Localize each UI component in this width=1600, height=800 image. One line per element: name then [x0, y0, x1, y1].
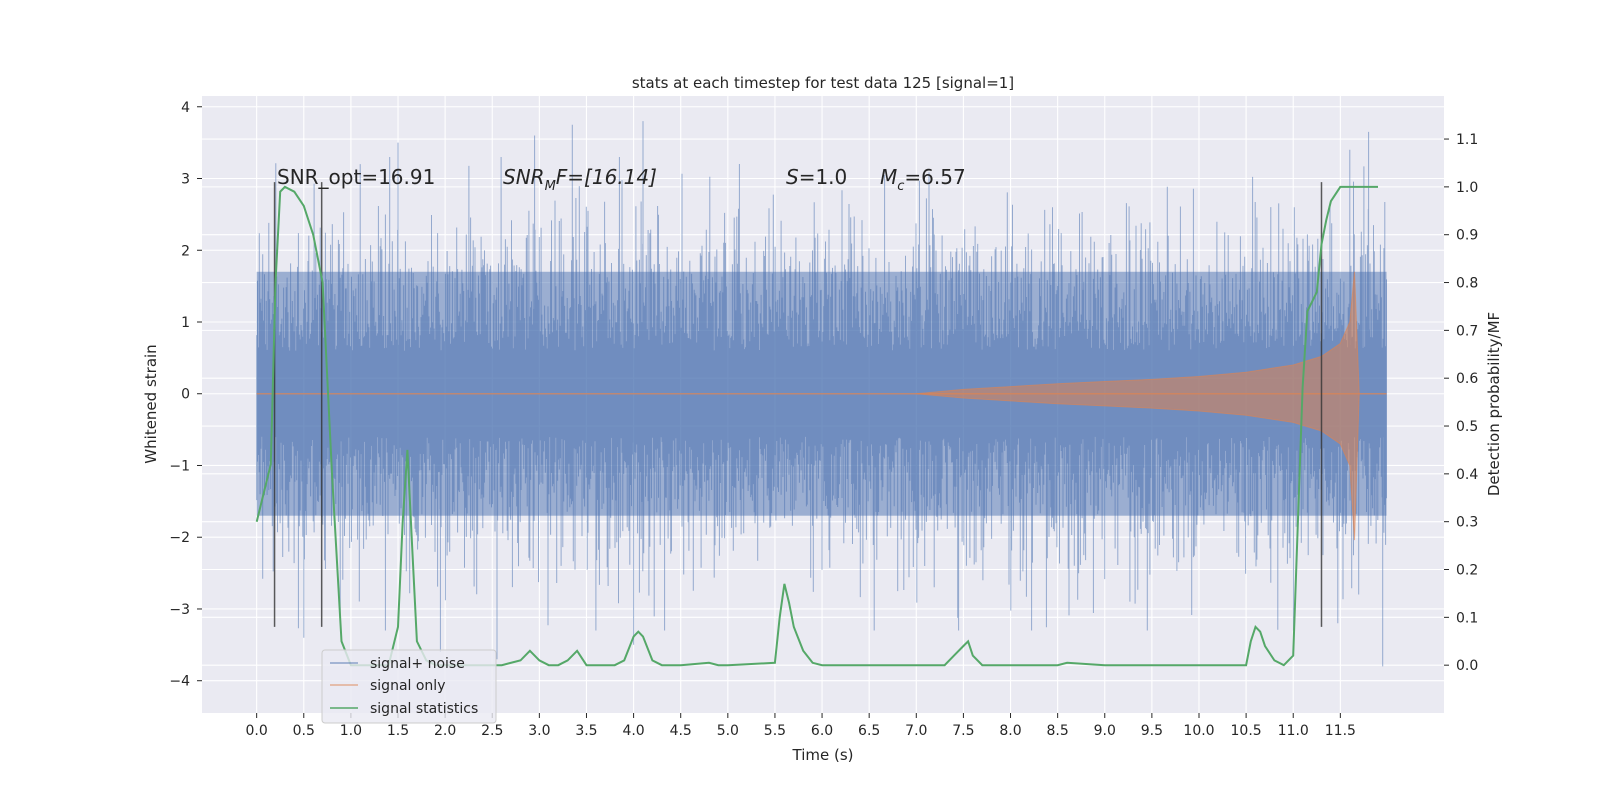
y2-axis-label: Detection probability/MF — [1485, 312, 1503, 496]
y2-tick-label: 0.3 — [1456, 515, 1478, 531]
y-tick-label: 3 — [181, 172, 190, 188]
x-tick-label: 5.0 — [717, 723, 739, 739]
s-value: =1.0 — [799, 165, 848, 189]
mc-sub: c — [897, 179, 904, 194]
x-tick-label: 4.0 — [622, 723, 644, 739]
x-axis-label: Time (s) — [792, 746, 854, 764]
y2-tick-label: 0.7 — [1456, 323, 1478, 339]
x-tick-label: 4.5 — [670, 723, 692, 739]
y-tick-label: 1 — [181, 315, 190, 331]
x-tick-label: 5.5 — [764, 723, 786, 739]
x-tick-label: 6.0 — [811, 723, 833, 739]
x-tick-label: 2.5 — [481, 723, 503, 739]
legend-label-noise: signal+ noise — [370, 656, 465, 672]
mc-symbol: M — [880, 165, 897, 189]
y2-tick-label: 0.1 — [1456, 610, 1478, 626]
x-tick-label: 3.5 — [575, 723, 597, 739]
annotation-snr-opt: SNR_opt=16.91 — [277, 165, 435, 189]
vertical-markers — [273, 182, 1323, 627]
x-tick-label: 8.5 — [1047, 723, 1069, 739]
axis-ticks: 0.0 0.5 1.0 1.5 2.0 2.5 3.0 3.5 4.0 4.5 5.0 5.5 6.0 6… — [169, 100, 1478, 739]
x-tick-label: 1.5 — [387, 723, 409, 739]
y-tick-label: 2 — [181, 243, 190, 259]
y2-tick-label: 0.2 — [1456, 563, 1478, 579]
y-tick-label: −2 — [169, 530, 190, 546]
annotation-s: S=1.0 — [786, 165, 847, 189]
y-tick-label: −4 — [169, 674, 190, 690]
annotation-snr-mf: SNRMF=[16.14] — [503, 165, 657, 194]
legend: signal+ noise signal only signal statist… — [321, 649, 497, 724]
y-tick-label: −1 — [169, 458, 190, 474]
x-tick-label: 8.0 — [999, 723, 1021, 739]
y2-tick-label: 0.0 — [1456, 658, 1478, 674]
mc-value: =6.57 — [904, 165, 965, 189]
x-tick-label: 2.0 — [434, 723, 456, 739]
annotation-mc: Mc=6.57 — [880, 165, 966, 194]
y2-tick-label: 0.6 — [1456, 371, 1478, 387]
snr-mf-sub: M — [545, 179, 556, 194]
legend-box — [321, 649, 497, 724]
y-tick-label: 0 — [181, 387, 190, 403]
y2-tick-label: 0.8 — [1456, 276, 1478, 292]
signal-only-series — [256, 271, 1387, 541]
signal-envelope — [916, 271, 1360, 541]
x-tick-label: 9.0 — [1094, 723, 1116, 739]
x-tick-label: 7.0 — [905, 723, 927, 739]
x-tick-label: 0.0 — [246, 723, 268, 739]
y2-tick-label: 0.5 — [1456, 419, 1478, 435]
x-tick-label: 1.0 — [340, 723, 362, 739]
x-tick-label: 0.5 — [293, 723, 315, 739]
y2-tick-label: 0.9 — [1456, 228, 1478, 244]
snr-mf-base: SNR — [503, 165, 545, 189]
y2-tick-label: 1.1 — [1456, 132, 1478, 148]
x-tick-label: 10.0 — [1183, 723, 1214, 739]
snr-mf-rest: F=[16.14] — [556, 165, 657, 189]
x-tick-label: 3.0 — [528, 723, 550, 739]
chart-title: stats at each timestep for test data 125… — [632, 74, 1014, 92]
legend-label-signal: signal only — [370, 678, 445, 694]
y-tick-label: 4 — [181, 100, 190, 116]
y-tick-label: −3 — [169, 602, 190, 618]
y2-tick-label: 0.4 — [1456, 467, 1478, 483]
legend-label-stats: signal statistics — [370, 701, 478, 717]
x-tick-label: 11.0 — [1278, 723, 1309, 739]
y2-tick-label: 1.0 — [1456, 180, 1478, 196]
x-tick-label: 10.5 — [1231, 723, 1262, 739]
y-axis-label: Whitened strain — [142, 344, 160, 463]
s-symbol: S — [786, 165, 799, 189]
x-tick-label: 6.5 — [858, 723, 880, 739]
x-tick-label: 7.5 — [952, 723, 974, 739]
noise-trace — [256, 121, 1387, 667]
x-tick-label: 9.5 — [1141, 723, 1163, 739]
x-tick-label: 11.5 — [1325, 723, 1356, 739]
